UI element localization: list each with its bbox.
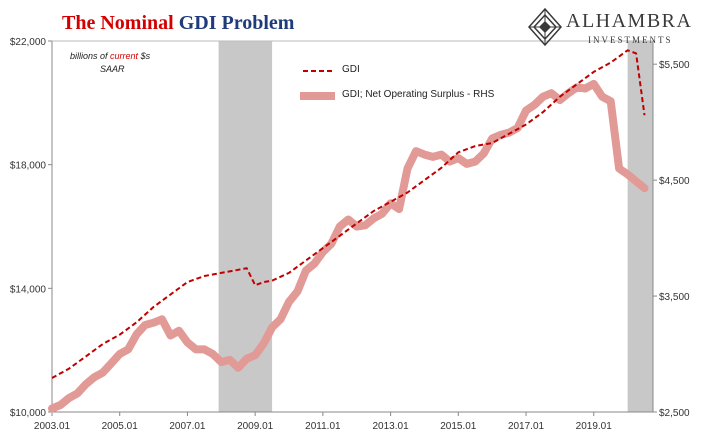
diamond-logo-icon <box>528 8 562 46</box>
x-tick-label: 2009.01 <box>237 421 274 432</box>
x-tick-label: 2003.01 <box>34 421 71 432</box>
x-tick-label: 2013.01 <box>373 421 410 432</box>
right-tick-label: $3,500 <box>659 292 690 303</box>
company-logo: ALHAMBRA INVESTMENTS <box>528 8 703 48</box>
left-tick-label: $10,000 <box>10 408 47 419</box>
right-axis-ticks: $2,500 $3,500 $4,500 $5,500 <box>653 60 690 419</box>
logo-name: ALHAMBRA <box>566 10 693 32</box>
legend-label-surplus: GDI; Net Operating Surplus - RHS <box>342 89 495 100</box>
x-tick-label: 2007.01 <box>169 421 206 432</box>
units-note-highlight: current <box>110 51 139 61</box>
logo-subtitle: INVESTMENTS <box>588 35 673 45</box>
left-tick-label: $18,000 <box>10 161 47 172</box>
units-note: billions of current $s SAAR <box>70 50 151 74</box>
recession-band <box>627 41 653 412</box>
series-layer <box>48 49 649 413</box>
left-tick-label: $22,000 <box>10 37 47 48</box>
x-axis-ticks: 2003.01 2005.01 2007.01 2009.01 2011.01 2013.… <box>34 412 612 432</box>
legend-label-gdi: GDI <box>342 64 360 75</box>
right-tick-label: $2,500 <box>659 408 690 419</box>
left-tick-label: $14,000 <box>10 284 47 295</box>
x-tick-label: 2005.01 <box>102 421 139 432</box>
recession-shading <box>218 41 653 412</box>
x-tick-label: 2019.01 <box>576 421 613 432</box>
axes <box>51 40 654 413</box>
units-note-post: $s <box>140 51 151 61</box>
units-note-saar: SAAR <box>100 64 125 74</box>
units-note-pre: billions of <box>70 51 108 61</box>
left-axis-ticks: $10,000 $14,000 $18,000 $22,000 <box>10 37 52 419</box>
right-tick-label: $5,500 <box>659 60 690 71</box>
x-tick-label: 2017.01 <box>508 421 545 432</box>
legend-swatches <box>300 70 335 100</box>
title-part-red: The Nominal <box>62 12 174 34</box>
right-tick-label: $4,500 <box>659 176 690 187</box>
x-tick-label: 2011.01 <box>305 421 341 432</box>
chart-title: The Nominal GDI Problem <box>62 12 294 35</box>
series-line-net-operating-surplus <box>48 79 649 413</box>
x-tick-label: 2015.01 <box>440 421 477 432</box>
title-part-blue: GDI Problem <box>178 12 295 34</box>
series-line-gdi <box>51 49 646 379</box>
